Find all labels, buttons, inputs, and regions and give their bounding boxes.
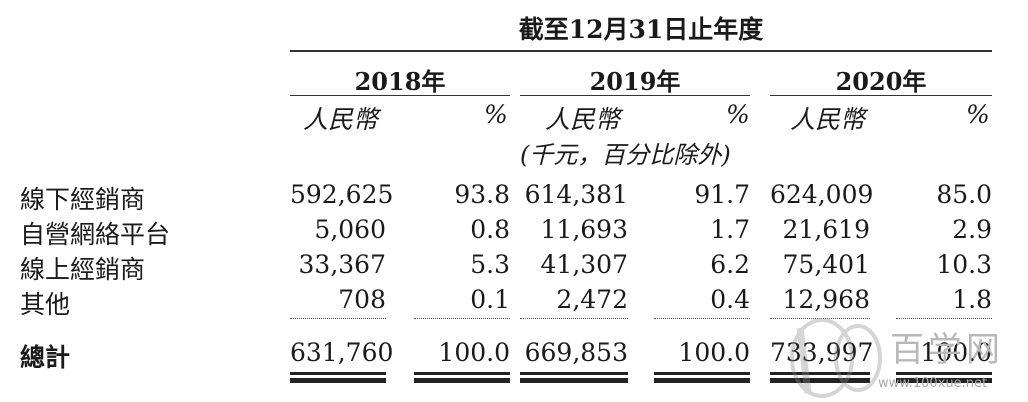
total-label: 總計 (20, 343, 71, 372)
year-2020-rule (770, 95, 992, 96)
percent-2018: % (484, 100, 508, 129)
percent-2018-value: 5.3 (470, 250, 510, 279)
total-underline (414, 372, 510, 375)
percent-2019-value: 1.7 (710, 215, 750, 244)
currency-2018: 人民幣 (303, 105, 379, 134)
subtotal-rule (770, 318, 870, 319)
value-2018: 5,060 (314, 215, 386, 244)
value-2019: 2,472 (556, 285, 628, 314)
total-2018: 631,760 (290, 338, 394, 367)
percent-2020: % (966, 100, 990, 129)
value-2019: 614,381 (524, 180, 628, 209)
watermark-url: www.100xue.net (878, 376, 988, 391)
year-2019-header: 2019年 (589, 67, 681, 96)
percent-2020-value: 10.3 (936, 250, 992, 279)
total-underline (290, 372, 386, 375)
value-2020: 75,401 (782, 250, 870, 279)
currency-2019: 人民幣 (545, 105, 621, 134)
total-underline (520, 372, 628, 375)
percent-2020-value: 2.9 (952, 215, 992, 244)
percent-2018-value: 0.1 (470, 285, 510, 314)
period-header: 截至12月31日止年度 (518, 15, 764, 44)
total-underline (896, 372, 992, 375)
total-underline (654, 378, 750, 383)
year-2018-rule (290, 95, 510, 96)
value-2020: 21,619 (782, 215, 870, 244)
value-2019: 41,307 (540, 250, 628, 279)
year-2020-header: 2020年 (835, 67, 927, 96)
total-underline (290, 378, 386, 383)
total-percent-2019: 100.0 (678, 338, 750, 367)
year-2018-header: 2018年 (354, 67, 446, 96)
subtotal-rule (414, 318, 510, 319)
value-2018: 33,367 (298, 250, 386, 279)
percent-2020-value: 85.0 (936, 180, 992, 209)
subtotal-rule (520, 318, 628, 319)
percent-2018-value: 93.8 (454, 180, 510, 209)
percent-2018-value: 0.8 (470, 215, 510, 244)
total-percent-2020: 100.0 (920, 338, 992, 367)
total-underline (654, 372, 750, 375)
total-underline (414, 378, 510, 383)
header-rule (290, 50, 992, 52)
percent-2019-value: 6.2 (710, 250, 750, 279)
subtotal-rule (896, 318, 992, 319)
subtotal-rule (654, 318, 750, 319)
year-2019-rule (520, 95, 750, 96)
row-label: 其他 (20, 290, 71, 319)
value-2020: 12,968 (782, 285, 870, 314)
percent-2019: % (726, 100, 750, 129)
total-underline (520, 378, 628, 383)
value-2018: 592,625 (290, 180, 394, 209)
value-2020: 624,009 (770, 180, 874, 209)
percent-2020-value: 1.8 (952, 285, 992, 314)
unit-note: (千元，百分比除外) (520, 141, 731, 169)
value-2018: 708 (338, 285, 386, 314)
value-2019: 11,693 (540, 215, 628, 244)
currency-2020: 人民幣 (790, 105, 866, 134)
percent-2019-value: 0.4 (710, 285, 750, 314)
total-underline (770, 378, 870, 383)
total-percent-2018: 100.0 (438, 338, 510, 367)
row-label: 線上經銷商 (20, 255, 146, 284)
subtotal-rule (290, 318, 386, 319)
row-label: 自營網絡平台 (20, 220, 171, 249)
total-underline (770, 372, 870, 375)
row-label: 線下經銷商 (20, 185, 146, 214)
total-2020: 733,997 (770, 338, 874, 367)
percent-2019-value: 91.7 (694, 180, 750, 209)
watermark-brand: 百学网 (890, 330, 1004, 370)
total-underline (896, 378, 992, 383)
total-2019: 669,853 (524, 338, 628, 367)
